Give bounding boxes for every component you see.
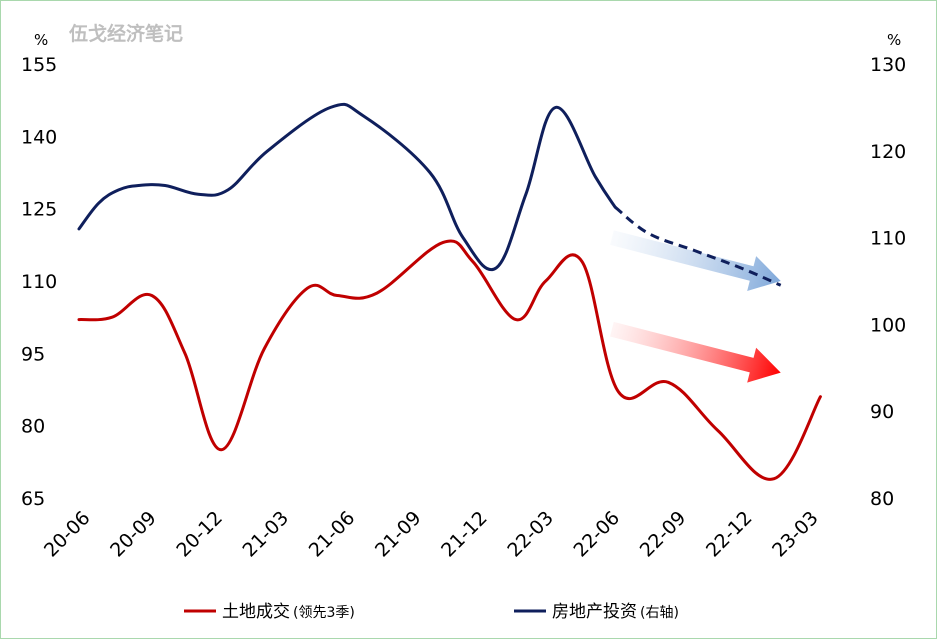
x-axis: 20-06 20-09 20-12 21-03 21-06 21-09 21-12 22-03… bbox=[40, 507, 823, 562]
legend-label-investment: 房地产投资 (右轴) bbox=[552, 602, 679, 622]
legend-label-land: 土地成交 (领先3季) bbox=[222, 602, 355, 622]
right-tick-label: 90 bbox=[870, 401, 894, 423]
right-tick-label: 100 bbox=[870, 314, 906, 336]
series-line-investment-dashed bbox=[614, 206, 782, 287]
trend-arrows bbox=[610, 230, 781, 383]
legend-note-land: (领先3季) bbox=[293, 605, 355, 621]
left-tick-label: 155 bbox=[21, 54, 57, 76]
left-tick-label: 125 bbox=[21, 199, 57, 221]
left-axis: 155 140 125 110 95 80 65 bbox=[21, 54, 57, 510]
right-tick-label: 130 bbox=[870, 54, 906, 76]
right-tick-label: 120 bbox=[870, 141, 906, 163]
left-tick-label: 140 bbox=[21, 126, 57, 148]
left-axis-unit: % bbox=[34, 31, 48, 49]
left-tick-label: 110 bbox=[21, 271, 57, 293]
x-tick-label: 21-06 bbox=[305, 507, 360, 562]
right-tick-label: 110 bbox=[870, 228, 906, 250]
x-tick-label: 20-12 bbox=[172, 507, 227, 562]
x-tick-label: 20-06 bbox=[40, 507, 95, 562]
left-tick-label: 65 bbox=[21, 488, 45, 510]
legend: 土地成交 (领先3季) 房地产投资 (右轴) bbox=[184, 602, 679, 622]
left-tick-label: 80 bbox=[21, 416, 45, 438]
x-tick-label: 20-09 bbox=[106, 507, 161, 562]
legend-name-investment: 房地产投资 bbox=[552, 602, 637, 622]
series-line-land bbox=[77, 239, 822, 481]
series-line-investment bbox=[77, 102, 617, 272]
x-tick-label: 22-06 bbox=[570, 507, 625, 562]
x-tick-label: 21-12 bbox=[437, 507, 492, 562]
arrow-down-red bbox=[610, 321, 781, 383]
arrow-down-blue bbox=[610, 230, 781, 291]
plot-lines bbox=[77, 102, 822, 481]
right-axis: 130 120 110 100 90 80 bbox=[870, 54, 906, 510]
right-axis-unit: % bbox=[887, 31, 901, 49]
legend-note-investment: (右轴) bbox=[640, 605, 679, 621]
right-tick-label: 80 bbox=[870, 488, 894, 510]
x-tick-label: 21-09 bbox=[371, 507, 426, 562]
x-tick-label: 21-03 bbox=[239, 507, 294, 562]
left-tick-label: 95 bbox=[21, 343, 45, 365]
x-tick-label: 23-03 bbox=[768, 507, 823, 562]
watermark: 伍戈经济笔记 bbox=[68, 22, 183, 45]
legend-name-land: 土地成交 bbox=[222, 602, 290, 622]
x-tick-label: 22-03 bbox=[503, 507, 558, 562]
x-tick-label: 22-12 bbox=[702, 507, 757, 562]
x-tick-label: 22-09 bbox=[636, 507, 691, 562]
